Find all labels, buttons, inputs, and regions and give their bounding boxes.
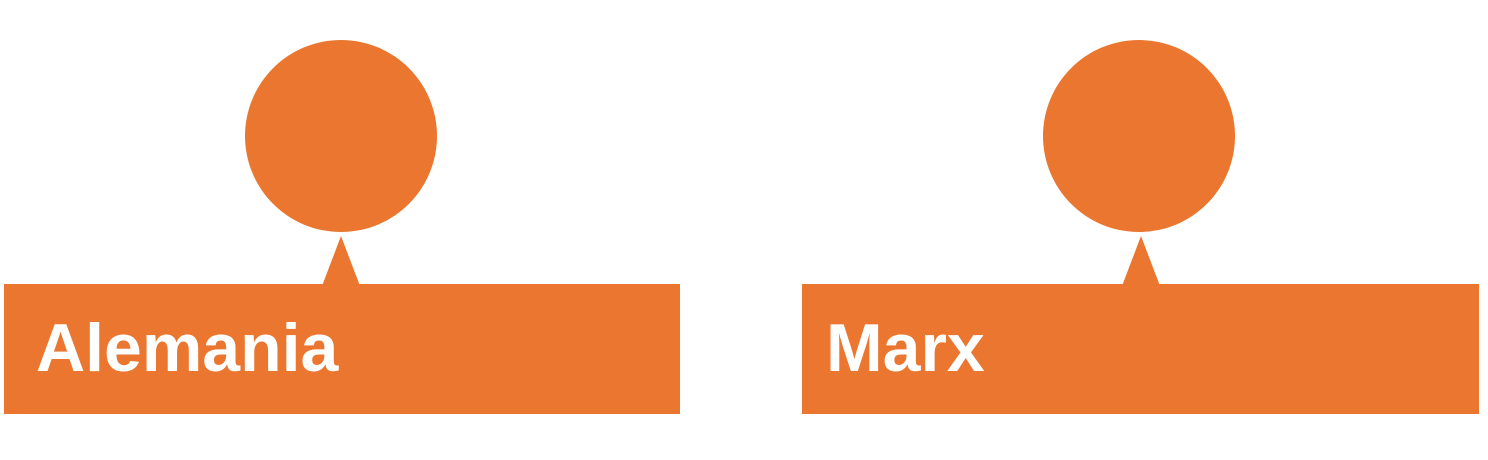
pointer-triangle [1122, 236, 1160, 286]
node-alemania: Alemania [0, 0, 690, 460]
node-label: Marx [826, 310, 985, 386]
circle-icon [245, 40, 437, 232]
label-box: Marx [802, 284, 1479, 414]
label-box: Alemania [4, 284, 680, 414]
node-label: Alemania [36, 310, 339, 386]
pointer-triangle [322, 236, 360, 286]
circle-icon [1043, 40, 1235, 232]
node-marx: Marx [800, 0, 1488, 460]
